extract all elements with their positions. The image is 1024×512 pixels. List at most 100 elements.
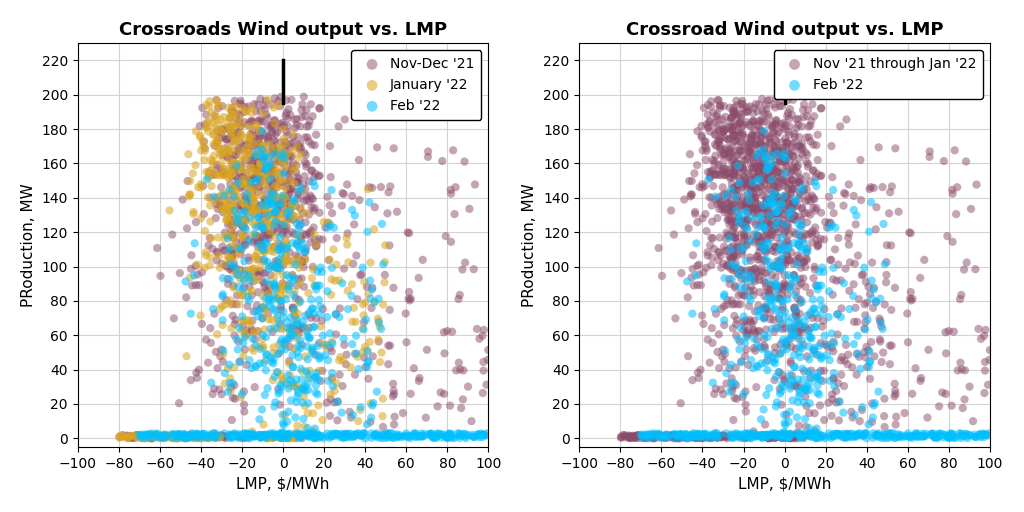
Nov '21 through Jan '22 xyxy=(840,351,856,359)
Feb '22 xyxy=(284,326,300,334)
January '22 xyxy=(287,345,303,353)
January '22 xyxy=(187,161,204,169)
January '22 xyxy=(276,156,293,164)
Nov '21 through Jan '22 xyxy=(731,160,748,168)
Nov-Dec '21 xyxy=(228,197,245,205)
Feb '22 xyxy=(737,270,754,278)
Nov '21 through Jan '22 xyxy=(757,155,773,163)
Feb '22 xyxy=(439,433,456,441)
Nov '21 through Jan '22 xyxy=(764,121,780,130)
Nov '21 through Jan '22 xyxy=(724,113,740,121)
Feb '22 xyxy=(258,198,274,206)
Nov-Dec '21 xyxy=(217,432,233,440)
Feb '22 xyxy=(823,329,840,337)
Nov-Dec '21 xyxy=(319,219,336,227)
Nov-Dec '21 xyxy=(270,156,287,164)
Nov '21 through Jan '22 xyxy=(749,236,765,244)
Feb '22 xyxy=(967,433,983,441)
Feb '22 xyxy=(756,431,772,439)
Nov '21 through Jan '22 xyxy=(803,177,819,185)
Nov-Dec '21 xyxy=(229,270,246,279)
Nov-Dec '21 xyxy=(386,413,402,421)
January '22 xyxy=(227,160,244,168)
Nov '21 through Jan '22 xyxy=(733,218,750,226)
January '22 xyxy=(233,326,250,334)
Nov '21 through Jan '22 xyxy=(734,97,751,105)
January '22 xyxy=(243,163,259,172)
Nov '21 through Jan '22 xyxy=(714,151,730,159)
January '22 xyxy=(246,193,262,201)
Nov-Dec '21 xyxy=(231,219,248,227)
Nov-Dec '21 xyxy=(357,363,374,371)
January '22 xyxy=(234,176,251,184)
Nov '21 through Jan '22 xyxy=(805,274,821,282)
Nov-Dec '21 xyxy=(140,431,157,439)
Nov '21 through Jan '22 xyxy=(788,124,805,132)
January '22 xyxy=(285,434,301,442)
Feb '22 xyxy=(399,433,416,441)
Nov-Dec '21 xyxy=(401,229,418,237)
Nov '21 through Jan '22 xyxy=(768,432,784,440)
Nov '21 through Jan '22 xyxy=(824,390,841,398)
Nov '21 through Jan '22 xyxy=(870,143,887,152)
Nov-Dec '21 xyxy=(308,314,325,322)
Nov '21 through Jan '22 xyxy=(652,432,669,440)
Nov '21 through Jan '22 xyxy=(726,201,742,209)
January '22 xyxy=(233,131,250,139)
Feb '22 xyxy=(206,193,222,201)
January '22 xyxy=(271,433,288,441)
Feb '22 xyxy=(821,432,838,440)
Nov '21 through Jan '22 xyxy=(758,245,774,253)
January '22 xyxy=(166,434,182,442)
Nov '21 through Jan '22 xyxy=(764,173,780,181)
Feb '22 xyxy=(134,434,151,442)
Feb '22 xyxy=(782,432,799,440)
Feb '22 xyxy=(172,430,188,438)
January '22 xyxy=(267,143,284,152)
Nov-Dec '21 xyxy=(255,155,271,163)
Feb '22 xyxy=(931,431,947,439)
Feb '22 xyxy=(802,432,818,440)
Nov '21 through Jan '22 xyxy=(822,256,839,264)
January '22 xyxy=(356,343,373,351)
Nov '21 through Jan '22 xyxy=(740,199,757,207)
Feb '22 xyxy=(311,433,328,441)
Nov-Dec '21 xyxy=(303,204,319,212)
Feb '22 xyxy=(773,297,790,305)
January '22 xyxy=(265,434,282,442)
Feb '22 xyxy=(821,287,838,295)
Feb '22 xyxy=(131,431,147,439)
Nov-Dec '21 xyxy=(212,434,228,442)
Feb '22 xyxy=(794,246,810,254)
January '22 xyxy=(249,122,265,130)
Nov-Dec '21 xyxy=(293,236,309,244)
Feb '22 xyxy=(278,345,294,353)
Nov-Dec '21 xyxy=(400,288,417,296)
January '22 xyxy=(254,173,270,181)
Nov '21 through Jan '22 xyxy=(720,296,736,304)
Feb '22 xyxy=(941,433,957,441)
Nov '21 through Jan '22 xyxy=(872,337,889,346)
January '22 xyxy=(160,432,176,440)
Feb '22 xyxy=(457,432,473,440)
Nov-Dec '21 xyxy=(259,135,275,143)
Nov '21 through Jan '22 xyxy=(795,186,811,195)
Nov '21 through Jan '22 xyxy=(813,104,829,112)
Feb '22 xyxy=(757,152,773,160)
Nov '21 through Jan '22 xyxy=(677,432,693,440)
Feb '22 xyxy=(193,431,209,439)
Feb '22 xyxy=(216,191,232,200)
Feb '22 xyxy=(794,336,810,344)
Feb '22 xyxy=(234,209,251,218)
Nov '21 through Jan '22 xyxy=(748,164,764,173)
Feb '22 xyxy=(643,430,659,438)
Feb '22 xyxy=(263,196,280,204)
January '22 xyxy=(187,127,204,135)
Feb '22 xyxy=(243,178,259,186)
Feb '22 xyxy=(940,432,956,440)
January '22 xyxy=(224,169,241,178)
Feb '22 xyxy=(876,431,892,439)
Nov-Dec '21 xyxy=(265,143,282,152)
Feb '22 xyxy=(778,337,795,346)
Feb '22 xyxy=(233,244,250,252)
